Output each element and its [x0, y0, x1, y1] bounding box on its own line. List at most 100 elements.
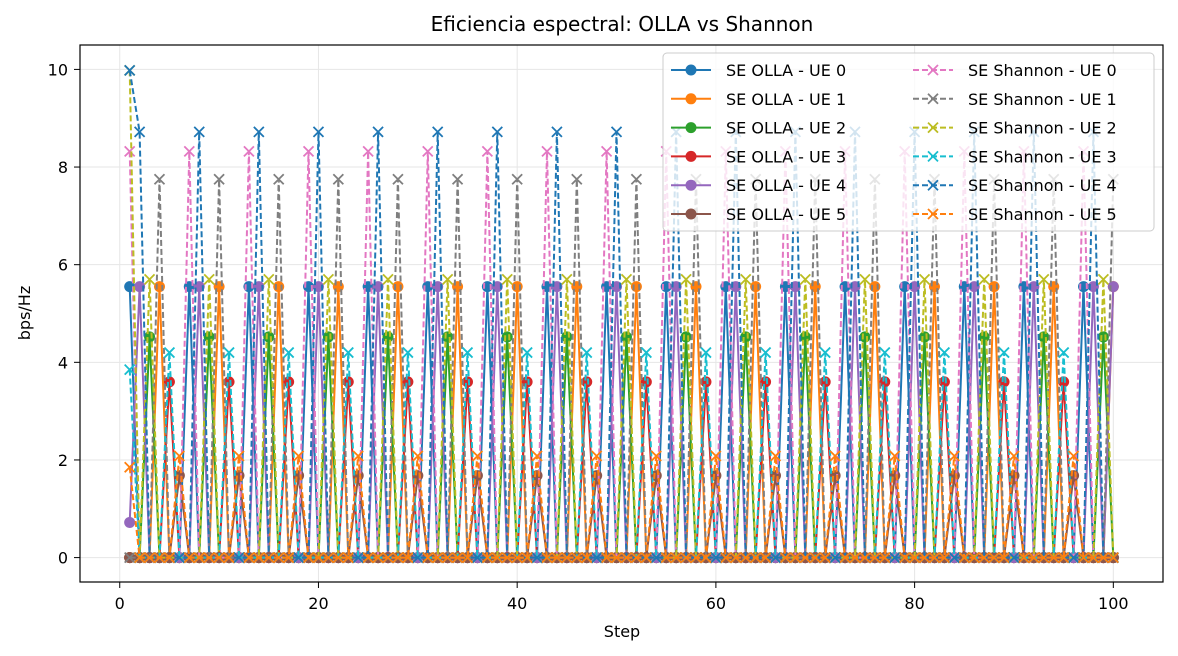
data-point	[650, 450, 662, 462]
data-point	[1107, 551, 1119, 564]
legend-swatch-marker	[927, 64, 939, 76]
data-point	[799, 273, 811, 285]
data-point	[461, 376, 473, 388]
data-point	[133, 126, 146, 138]
data-point	[124, 145, 136, 158]
data-point	[849, 551, 861, 564]
data-point	[432, 551, 444, 564]
data-point	[283, 551, 295, 564]
data-point	[263, 331, 275, 343]
data-point	[203, 551, 215, 564]
legend-item: SE OLLA - UE 5	[671, 205, 846, 224]
data-point	[551, 551, 563, 564]
data-point	[511, 281, 523, 293]
data-point	[700, 376, 712, 388]
data-point	[382, 331, 394, 343]
data-point	[938, 551, 951, 564]
data-point	[640, 376, 652, 388]
data-point	[918, 551, 931, 564]
plot-frame	[79, 44, 1164, 583]
data-point	[710, 551, 722, 564]
data-point	[799, 551, 811, 564]
data-point	[451, 173, 464, 185]
data-point	[173, 450, 185, 462]
legend-label: SE OLLA - UE 2	[726, 119, 846, 138]
data-point	[541, 145, 553, 158]
data-point	[1097, 551, 1110, 564]
legend-label: SE OLLA - UE 4	[726, 176, 846, 195]
data-point	[531, 450, 543, 462]
y-axis-label: bps/Hz	[15, 286, 34, 340]
data-point	[312, 126, 325, 138]
data-point	[948, 450, 960, 462]
data-point	[988, 551, 1000, 564]
data-point	[610, 551, 623, 564]
data-point	[133, 551, 146, 564]
data-point	[571, 173, 583, 185]
legend-item: SE OLLA - UE 0	[671, 61, 846, 80]
data-point	[521, 551, 533, 564]
data-point	[620, 273, 633, 285]
data-point	[521, 376, 533, 388]
data-point	[650, 551, 662, 564]
data-point	[759, 346, 772, 359]
data-point	[630, 281, 642, 293]
data-point	[183, 145, 195, 158]
data-point	[213, 551, 225, 564]
legend-item: SE OLLA - UE 4	[671, 176, 846, 195]
legend-swatch-marker	[927, 121, 939, 134]
data-point	[461, 551, 474, 564]
data-point	[978, 551, 990, 564]
data-point	[789, 551, 802, 564]
legend-item: SE Shannon - UE 4	[913, 176, 1117, 195]
data-point	[819, 346, 831, 359]
legend-swatch-marker	[927, 208, 939, 220]
data-point	[600, 145, 613, 158]
series-line	[128, 455, 1114, 559]
data-point	[422, 145, 434, 158]
data-point	[571, 551, 583, 564]
data-point	[233, 450, 245, 462]
series-line	[128, 70, 1114, 559]
legend-label: SE Shannon - UE 4	[968, 176, 1117, 195]
x-axis: 0 20 40 60 80 100	[115, 582, 1129, 613]
series-layer	[124, 64, 1119, 564]
data-point	[879, 346, 891, 359]
x-tick-label: 0	[115, 594, 125, 613]
data-point	[1028, 551, 1040, 564]
data-point	[819, 376, 831, 388]
legend-swatch-marker	[685, 64, 697, 76]
data-point	[591, 450, 603, 462]
data-point	[441, 273, 454, 285]
data-point	[710, 450, 722, 462]
data-point	[124, 516, 136, 528]
legend-swatch-marker	[685, 179, 697, 191]
data-point	[998, 346, 1010, 359]
x-tick-label: 80	[904, 594, 924, 613]
x-tick-label: 60	[706, 594, 726, 613]
x-tick-label: 100	[1098, 594, 1129, 613]
data-point	[958, 551, 970, 564]
data-point	[302, 145, 315, 158]
y-axis: 0 2 4 6 8 10	[48, 60, 80, 568]
data-point	[998, 551, 1010, 564]
data-point	[1058, 376, 1070, 388]
data-point	[928, 551, 941, 564]
data-point	[292, 450, 305, 462]
data-point	[372, 126, 384, 138]
data-point	[402, 376, 414, 388]
data-point	[1087, 551, 1100, 564]
legend-item: SE Shannon - UE 5	[913, 205, 1117, 224]
data-point	[1038, 551, 1050, 564]
legend-label: SE Shannon - UE 2	[968, 119, 1117, 138]
data-point	[392, 551, 404, 564]
data-point	[968, 551, 980, 564]
y-tick-label: 6	[58, 256, 68, 275]
legend-swatch-marker	[927, 93, 939, 105]
x-tick-label: 40	[507, 594, 527, 613]
data-point	[879, 551, 891, 564]
data-point	[283, 376, 295, 388]
x-axis-label: Step	[604, 622, 640, 641]
data-point	[213, 173, 225, 185]
data-point	[312, 551, 325, 564]
